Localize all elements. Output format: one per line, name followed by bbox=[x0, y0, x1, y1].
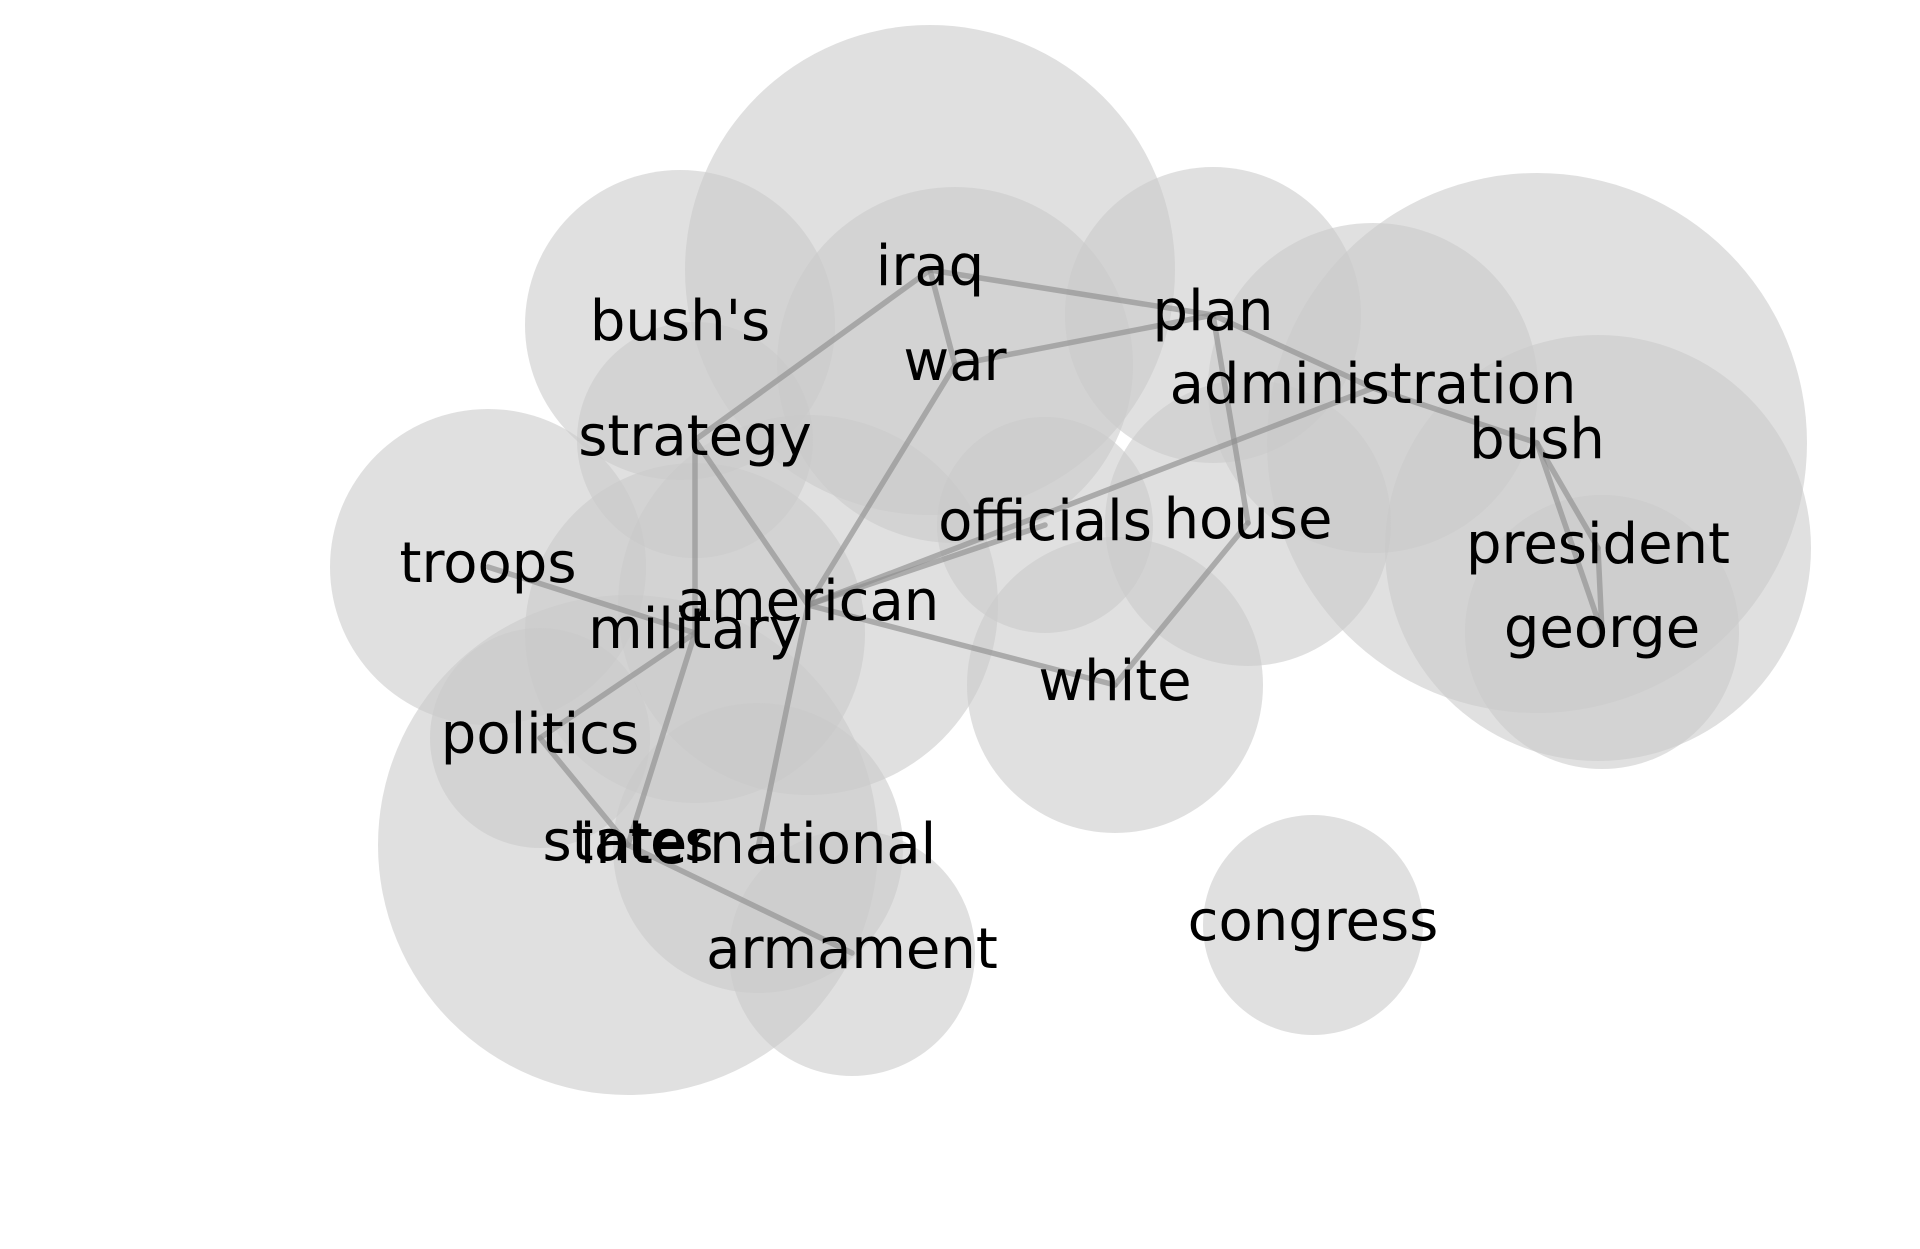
node-label-strategy: strategy bbox=[578, 404, 812, 469]
edge-house-white bbox=[1112, 520, 1251, 688]
edge-plan-house bbox=[1210, 312, 1251, 526]
node-label-george: george bbox=[1504, 596, 1700, 661]
node-label-states: states bbox=[542, 809, 713, 874]
node-label-president: president bbox=[1466, 512, 1730, 577]
edge-iraq-plan bbox=[927, 267, 1216, 318]
node-label-congress: congress bbox=[1188, 889, 1439, 954]
edge-iraq-war bbox=[927, 267, 958, 368]
edge-military-states bbox=[625, 630, 698, 848]
edge-bush-president bbox=[1534, 440, 1601, 551]
edge-troops-military bbox=[485, 564, 698, 636]
node-circle-congress bbox=[1203, 815, 1423, 1035]
node-label-politics: politics bbox=[441, 702, 639, 767]
edge-plan-administration bbox=[1210, 312, 1376, 391]
edges bbox=[485, 267, 1605, 956]
edge-administration-bush bbox=[1370, 385, 1540, 446]
node-label-iraq: iraq bbox=[876, 234, 984, 299]
node-label-plan: plan bbox=[1153, 279, 1274, 344]
edge-president-george bbox=[1595, 545, 1605, 635]
node-label-white: white bbox=[1038, 649, 1191, 714]
node-label-bushs: bush's bbox=[590, 289, 770, 354]
edge-war-plan bbox=[952, 312, 1216, 368]
node-label-military: military bbox=[588, 597, 802, 662]
edge-military-politics bbox=[537, 630, 698, 741]
node-label-war: war bbox=[903, 329, 1007, 394]
node-label-house: house bbox=[1164, 487, 1333, 552]
edge-american-officials bbox=[805, 522, 1048, 608]
node-label-officials: officials bbox=[938, 489, 1152, 554]
edge-administration-american bbox=[805, 385, 1376, 608]
node-label-international: international bbox=[580, 812, 936, 877]
node-label-armament: armament bbox=[706, 917, 998, 982]
edge-american-international bbox=[755, 602, 811, 851]
edge-states-armament bbox=[625, 842, 855, 956]
edge-war-american bbox=[805, 362, 958, 608]
node-label-american: american bbox=[677, 569, 940, 634]
edge-american-white bbox=[805, 602, 1118, 688]
node-label-troops: troops bbox=[400, 531, 577, 596]
node-label-administration: administration bbox=[1170, 352, 1577, 417]
edge-strategy-american bbox=[692, 437, 811, 608]
edge-bush-george bbox=[1534, 440, 1605, 635]
node-labels: iraq war plan bush's strategy administrationb… bbox=[400, 234, 1730, 982]
node-label-bush: bush bbox=[1469, 407, 1605, 472]
edge-iraq-strategy bbox=[692, 267, 933, 443]
edge-politics-states bbox=[537, 735, 631, 848]
